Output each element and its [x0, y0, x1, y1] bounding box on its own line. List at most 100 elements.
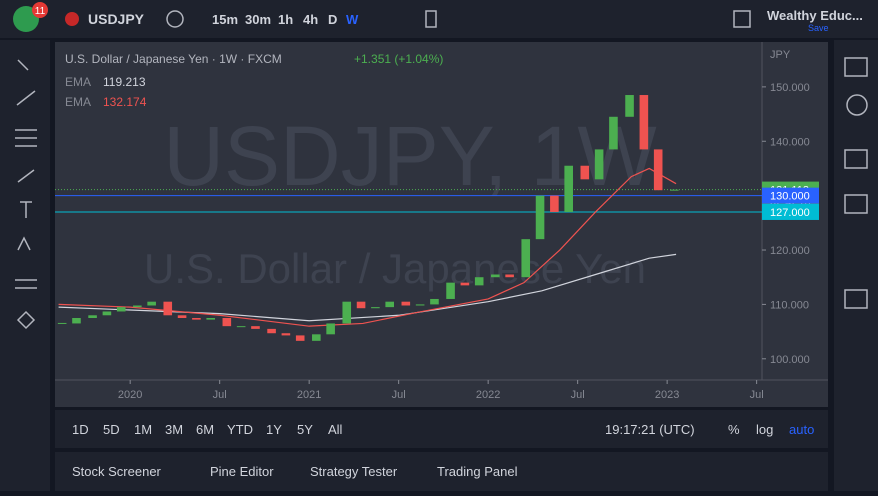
candle-icon[interactable] [425, 10, 437, 28]
badge-count: 11 [35, 6, 46, 17]
side-icons[interactable] [844, 57, 868, 309]
candle [206, 318, 216, 320]
scale-button[interactable]: auto [789, 422, 814, 437]
snapshot-icon[interactable] [733, 10, 751, 28]
legend-name: EMA [65, 75, 91, 89]
y-tick-label: 140.000 [770, 136, 810, 148]
price-tag-label: 130.000 [770, 191, 810, 203]
x-tick-label: 2023 [655, 389, 679, 401]
candle [550, 195, 559, 212]
currency: JPY [770, 49, 791, 61]
add-icon[interactable] [166, 10, 184, 28]
range-button[interactable]: 1M [134, 422, 152, 437]
y-tick-label: 110.000 [770, 299, 809, 311]
range-bar [55, 410, 828, 448]
candle [57, 322, 67, 324]
x-tick-label: Jul [392, 389, 406, 401]
icons [15, 10, 868, 330]
save[interactable]: Save [808, 23, 829, 33]
range-button[interactable]: 3M [165, 422, 183, 437]
candle [415, 304, 425, 306]
y-tick-label: 120.000 [770, 245, 810, 257]
candle [236, 326, 246, 328]
x-tick-label: 2021 [297, 389, 321, 401]
chart-pane [55, 42, 828, 407]
price-tag [762, 187, 819, 204]
interval[interactable]: D [328, 12, 337, 27]
right-toolbar [834, 40, 878, 491]
y-tick-label: 100.000 [770, 354, 810, 366]
candle [446, 282, 455, 299]
candle [88, 315, 97, 319]
candle [222, 318, 232, 327]
candle [474, 277, 484, 286]
panel-tab[interactable]: Stock Screener [72, 464, 162, 479]
candle [609, 116, 618, 150]
interval[interactable]: 30m [245, 12, 271, 27]
range-button[interactable]: 1Y [266, 422, 282, 437]
legend-value: 132.174 [103, 95, 147, 109]
top-toolbar [0, 0, 878, 38]
range-button[interactable]: 5D [103, 422, 120, 437]
account[interactable]: Wealthy Educ... [767, 8, 863, 23]
interval[interactable]: 15m [212, 12, 238, 27]
x-tick-label: 2020 [118, 389, 142, 401]
ema-line [58, 253, 677, 322]
x-tick-label: Jul [750, 389, 764, 401]
candle [564, 165, 573, 212]
candle [356, 301, 366, 309]
scale-button[interactable]: % [728, 422, 740, 437]
candle [430, 298, 439, 305]
x-tick-label: Jul [571, 389, 585, 401]
range-button[interactable]: 5Y [297, 422, 313, 437]
candle [177, 315, 187, 319]
candle [133, 305, 142, 308]
candle [505, 274, 514, 278]
bottom-panel [55, 452, 828, 491]
x-tick-label: Jul [213, 389, 227, 401]
candle [460, 282, 470, 286]
range-button[interactable]: YTD [227, 422, 253, 437]
candle [312, 334, 321, 341]
symbol[interactable]: USDJPY [88, 11, 145, 27]
candle [401, 301, 411, 306]
interval[interactable]: 4h [303, 12, 318, 27]
range-button[interactable]: 6M [196, 422, 214, 437]
chart-title: U.S. Dollar / Japanese Yen · 1W · FXCM [65, 52, 282, 66]
candle [670, 189, 679, 191]
candle [342, 301, 352, 324]
candle [192, 318, 201, 320]
tool-icons[interactable] [15, 59, 37, 330]
legend-name: EMA [65, 95, 91, 109]
candle [594, 149, 604, 180]
range-button[interactable]: All [328, 422, 343, 437]
left-toolbar [0, 40, 50, 491]
candle [385, 301, 395, 308]
interval[interactable]: W [346, 12, 359, 27]
candle [281, 333, 291, 336]
candle [163, 301, 173, 316]
candle [639, 95, 649, 150]
range-button[interactable]: 1D [72, 422, 89, 437]
watermark-sub: U.S. Dollar / Japanese Yen [144, 245, 646, 292]
change: +1.351 (+1.04%) [354, 52, 443, 66]
panel-tab[interactable]: Strategy Tester [310, 464, 398, 479]
candle [580, 165, 590, 180]
candle [653, 149, 663, 191]
candle [521, 239, 531, 278]
candle [535, 195, 545, 240]
legend-value: 119.213 [103, 75, 146, 89]
ema-line [58, 167, 677, 327]
candle [72, 318, 81, 324]
candle [267, 328, 276, 334]
panel-tab[interactable]: Pine Editor [210, 464, 274, 479]
flag [65, 12, 79, 26]
interval[interactable]: 1h [278, 12, 293, 27]
scale-button[interactable]: log [756, 422, 773, 437]
panel-tab[interactable]: Trading Panel [437, 464, 518, 479]
y-tick-label: 150.000 [770, 82, 810, 94]
candle [116, 307, 126, 312]
candle [491, 274, 500, 278]
